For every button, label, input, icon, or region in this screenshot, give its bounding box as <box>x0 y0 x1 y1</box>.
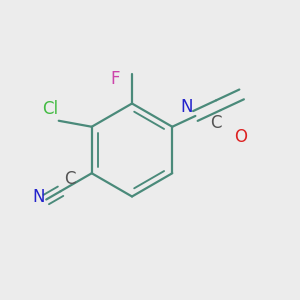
Text: C: C <box>64 170 76 188</box>
Text: O: O <box>235 128 248 146</box>
Text: N: N <box>32 188 44 206</box>
Text: C: C <box>210 114 221 132</box>
Text: N: N <box>180 98 193 116</box>
Text: F: F <box>111 70 120 88</box>
Text: Cl: Cl <box>42 100 58 118</box>
